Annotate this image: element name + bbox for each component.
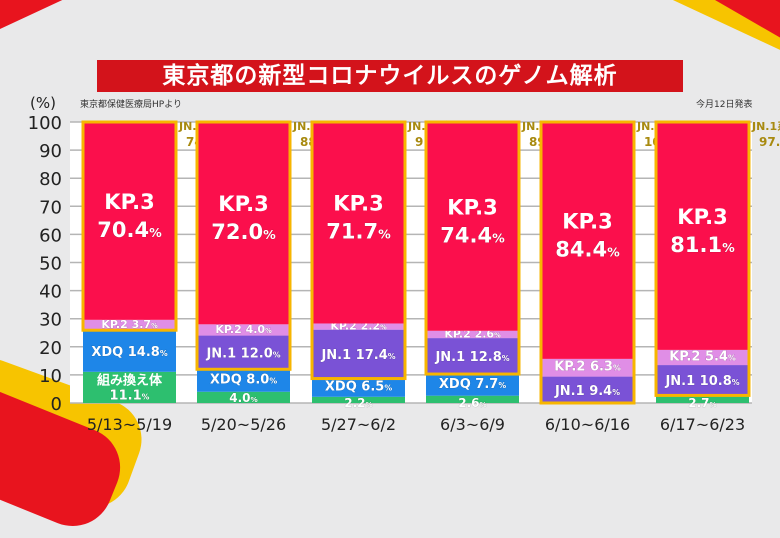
y-tick-label: 50 [39, 254, 62, 275]
jn1-lineage-outline [539, 120, 636, 405]
data-label: KP.3 [562, 209, 612, 233]
bar-segment-KP.2 [541, 358, 634, 377]
jn1-lineage-outline [654, 120, 751, 397]
bar-segment-KP.3 [541, 121, 634, 359]
data-label: JN.1 9.4% [554, 384, 620, 399]
data-label: 70.4% [97, 218, 162, 242]
y-tick-label: 30 [39, 310, 62, 331]
data-label: 4.0% [229, 391, 257, 405]
data-label: XDQ 8.0% [210, 373, 277, 388]
data-label: XDQ 14.8% [91, 345, 167, 360]
x-tick-label: 5/20~5/26 [201, 415, 286, 434]
bar-segment-組み換え体 [197, 391, 290, 403]
data-label: KP.3 [677, 205, 727, 229]
data-label: 2.2% [344, 396, 372, 410]
bar-segment-KP.2 [426, 330, 519, 339]
x-tick-label: 6/17~6/23 [660, 415, 745, 434]
data-label: KP.2 6.3% [554, 360, 621, 375]
jn1-lineage-outline [195, 120, 292, 371]
release-note: 今月12日発表 [696, 100, 753, 110]
bar-segment-KP.2 [197, 324, 290, 336]
x-tick-label: 6/3~6/9 [440, 415, 505, 434]
data-label: XDQ 7.7% [439, 377, 506, 392]
data-label: KP.2 5.4% [669, 349, 736, 364]
bar-segment-JN.1 [426, 338, 519, 375]
data-label: JN.1 12.8% [434, 350, 509, 365]
bar-segment-JN.1 [197, 335, 290, 370]
bar-segment-JN.1 [312, 329, 405, 379]
data-label: 84.4% [555, 237, 620, 261]
y-tick-label: 60 [39, 225, 62, 246]
bar-segment-JN.1 [541, 376, 634, 403]
bar-segment-KP.2 [656, 349, 749, 366]
data-label: 11.1% [110, 388, 150, 403]
jn1-lineage-outline [81, 120, 178, 332]
bar-segment-XDQ [426, 374, 519, 396]
bar-segment-KP.3 [312, 122, 405, 324]
bar-segment-組み換え体 [83, 371, 176, 403]
x-tick-label: 5/13~5/19 [87, 415, 172, 434]
data-label: KP.2 4.0% [215, 323, 272, 336]
data-label: JN.1 17.4% [320, 348, 395, 363]
data-label: KP.2 3.7% [101, 318, 158, 331]
bar-segment-組み換え体 [426, 395, 519, 403]
bar-segment-KP.3 [83, 122, 176, 320]
jn1-lineage-outline [310, 120, 407, 381]
y-tick-label: 20 [39, 338, 62, 359]
data-label: 71.7% [326, 220, 391, 244]
bar-segment-KP.3 [426, 121, 519, 331]
bar-segment-XDQ [197, 369, 290, 392]
bar-segment-KP.2 [312, 323, 405, 330]
data-label: JN.1 10.8% [664, 374, 739, 389]
bar-segment-KP.3 [197, 122, 290, 325]
annotation-value: 97.3% [759, 135, 780, 149]
data-label: KP.3 [218, 192, 268, 216]
bar-segment-JN.1 [656, 365, 749, 396]
chart-title: 東京都の新型コロナウイルスのゲノム解析 [97, 60, 683, 92]
y-tick-label: 100 [28, 113, 62, 134]
data-label: JN.1 12.0% [205, 346, 280, 361]
data-label: KP.3 [333, 192, 383, 216]
data-label: 72.0% [211, 220, 276, 244]
data-label: KP.3 [447, 195, 497, 219]
data-label: 2.7% [688, 396, 716, 410]
bar-segment-KP.3 [656, 122, 749, 350]
y-tick-label: 10 [39, 366, 62, 387]
x-tick-label: 6/10~6/16 [545, 415, 630, 434]
source-note: 東京都保健医療局HPより [80, 100, 183, 110]
bar-segment-XDQ [312, 378, 405, 397]
bar-segment-KP.2 [83, 319, 176, 331]
y-tick-label: 40 [39, 282, 62, 303]
y-tick-label: 90 [39, 141, 62, 162]
x-tick-label: 5/27~6/2 [321, 415, 396, 434]
data-label: 組み換え体 [97, 372, 163, 388]
bar-segment-組み換え体 [656, 395, 749, 403]
y-tick-label: 80 [39, 169, 62, 190]
bar-segment-組み換え体 [312, 396, 405, 403]
data-label: 81.1% [670, 233, 735, 257]
bar-segment-XDQ [83, 330, 176, 372]
data-label: 74.4% [440, 223, 505, 247]
y-tick-label: 0 [51, 394, 62, 415]
jn1-lineage-outline [424, 120, 521, 376]
data-label: KP.3 [104, 190, 154, 214]
data-label: XDQ 6.5% [325, 380, 392, 395]
y-axis-label: (%) [30, 94, 56, 112]
y-tick-label: 70 [39, 197, 62, 218]
annotation-label: JN.1系統 [751, 119, 780, 133]
data-label: 2.6% [458, 396, 486, 410]
